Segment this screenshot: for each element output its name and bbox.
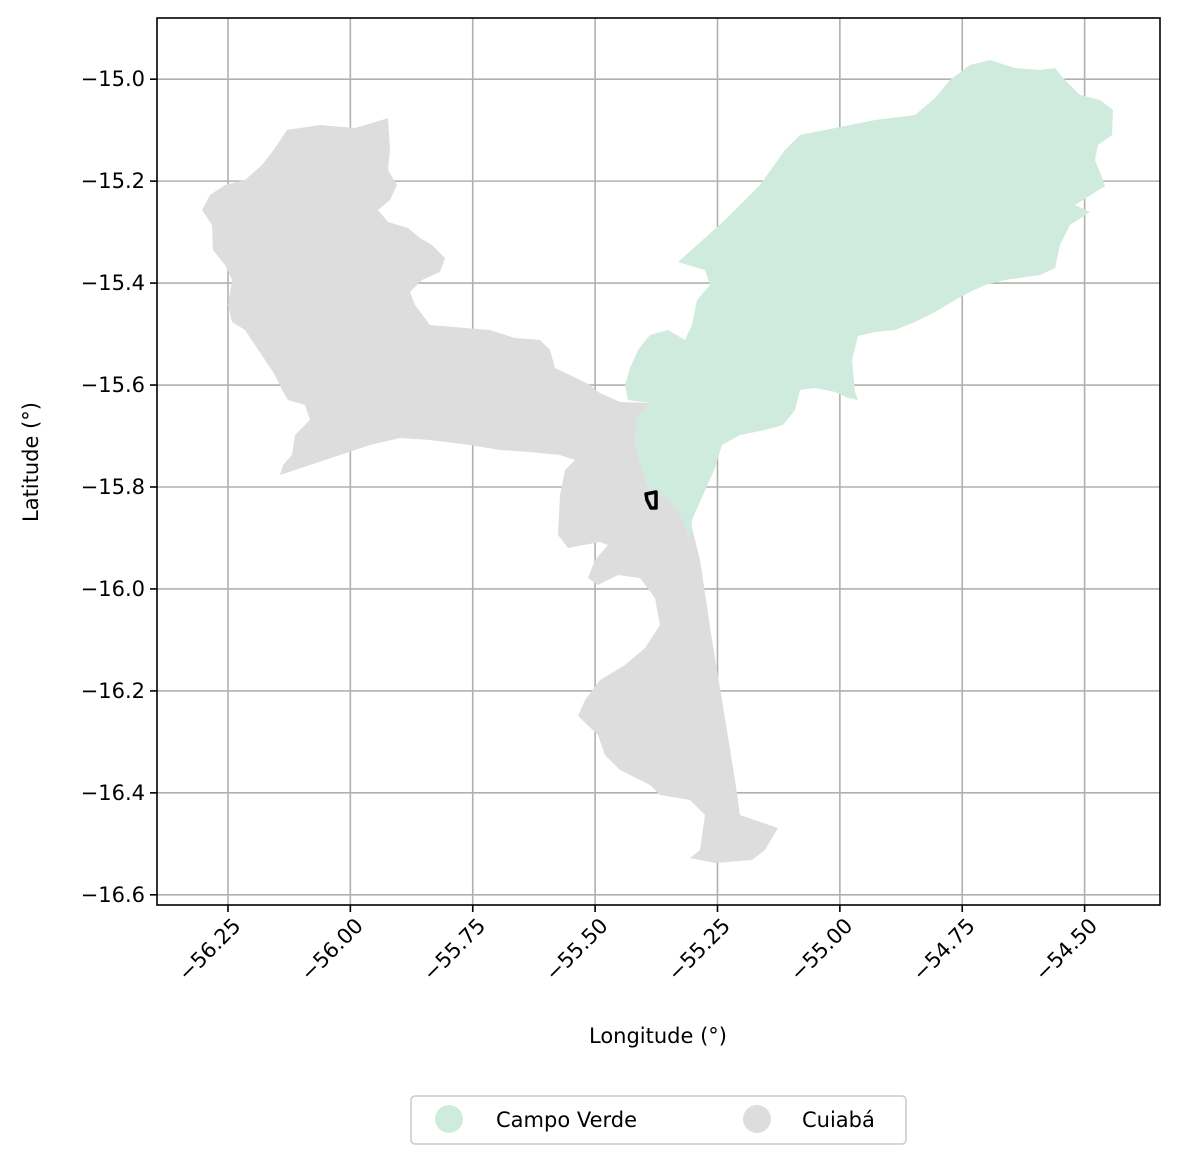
x-tick-label: −55.00 (785, 914, 857, 986)
y-tick-label: −15.0 (81, 67, 145, 91)
y-tick-label: −15.8 (81, 475, 145, 499)
y-tick-label: −16.4 (81, 781, 145, 805)
y-tick-label: −16.6 (81, 883, 145, 907)
legend-label-cuiaba: Cuiabá (802, 1108, 875, 1132)
y-tick-label: −15.6 (81, 373, 145, 397)
x-tick-label: −54.50 (1030, 914, 1102, 986)
y-tick-label: −16.2 (81, 679, 145, 703)
y-tick-label: −15.4 (81, 271, 145, 295)
legend: Campo Verde Cuiabá (410, 1095, 907, 1145)
x-axis-ticks: −56.25 −56.00 −55.75 −55.50 −55.25 −55.00 −54.… (174, 905, 1102, 986)
x-axis-title: Longitude (°) (589, 1024, 727, 1048)
y-tick-label: −16.0 (81, 577, 145, 601)
campo-verde-region (625, 60, 1113, 540)
x-tick-label: −56.25 (174, 914, 246, 986)
x-tick-label: −56.00 (296, 914, 368, 986)
y-axis-title: Latitude (°) (19, 402, 43, 522)
y-axis-ticks: −15.0 −15.2 −15.4 −15.6 −15.8 −16.0 −16.2 −16.4… (81, 67, 157, 907)
location-marker (644, 490, 658, 510)
x-tick-label: −55.50 (541, 914, 613, 986)
legend-swatch-campo-verde (435, 1105, 463, 1133)
x-tick-label: −55.75 (418, 914, 490, 986)
cuiaba-region (202, 118, 778, 863)
legend-box (410, 1095, 907, 1145)
axes-frame (156, 17, 1161, 906)
x-tick-label: −55.25 (663, 914, 735, 986)
legend-swatch-cuiaba (743, 1105, 771, 1133)
legend-label-campo-verde: Campo Verde (496, 1108, 637, 1132)
y-tick-label: −15.2 (81, 169, 145, 193)
x-tick-label: −54.75 (908, 914, 980, 986)
